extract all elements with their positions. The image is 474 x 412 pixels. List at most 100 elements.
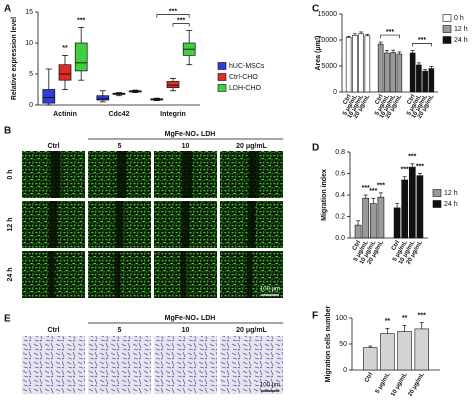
scratch-gap: [48, 251, 55, 298]
y-tick-label: 15000: [318, 11, 338, 18]
y-axis-title: Migration cells number: [325, 305, 332, 382]
y-tick-label: 100: [335, 315, 347, 322]
bar: [354, 224, 362, 239]
scale-bar-label: 100 μm: [260, 287, 280, 293]
bar: [409, 52, 416, 93]
significance-label: ***: [416, 163, 424, 170]
scratch-gap: [181, 201, 190, 248]
legend-label: 24 h: [444, 201, 458, 208]
micrograph: [88, 336, 151, 394]
y-tick-label: 0.6: [335, 170, 345, 177]
x-tick-label: 10 μg/mL: [390, 371, 409, 397]
legend-swatch: [217, 84, 227, 92]
bar: [384, 52, 390, 93]
significance-label: **: [402, 315, 408, 322]
significance-label: ***: [169, 8, 177, 15]
bar: [393, 207, 401, 239]
scratch-gap: [180, 251, 187, 298]
legend-swatch: [217, 62, 227, 70]
column-label: 10: [182, 143, 190, 150]
bar: [422, 70, 428, 93]
significance-label: ***: [177, 17, 185, 24]
significance-label: ***: [362, 185, 370, 192]
box: [42, 89, 56, 104]
x-tick-label: Ctrl: [406, 94, 417, 106]
bar: [363, 347, 378, 371]
significance-label: **: [385, 318, 391, 325]
significance-label: ***: [369, 188, 377, 195]
box: [74, 42, 88, 72]
scratch-gap: [246, 251, 253, 298]
x-tick-label: Actinin: [53, 111, 77, 118]
scratch-gap: [115, 201, 124, 248]
legend-swatch: [442, 14, 452, 22]
legend-label: 0 h: [454, 15, 464, 22]
column-label: 10: [182, 327, 190, 334]
bar: [416, 175, 424, 239]
bar: [401, 179, 409, 239]
column-label: 20 μg/mL: [236, 143, 267, 150]
x-tick-label: 5 μg/mL: [375, 372, 392, 395]
significance-label: ***: [377, 183, 385, 190]
bar: [377, 43, 384, 93]
y-tick-label: 15: [25, 9, 33, 16]
scratch-gap: [182, 151, 193, 198]
panel-letter: E: [4, 314, 11, 325]
scratch-gap: [114, 251, 121, 298]
y-tick-label: 0: [29, 102, 33, 109]
panel-letter: C: [312, 4, 319, 15]
panel-letter: D: [312, 143, 319, 154]
y-tick-label: 10000: [318, 37, 338, 44]
treatment-header: MgFe-NO₃ LDH: [165, 131, 216, 138]
legend-label: Ctrl-CHO: [229, 74, 258, 81]
legend-label: hUC-MSCs: [229, 63, 265, 70]
legend-label: LDH-CHO: [229, 85, 261, 92]
legend-label: 24 h: [454, 37, 468, 44]
y-axis-title: Relative expression level: [11, 17, 18, 100]
y-tick-label: 0.2: [335, 213, 345, 220]
significance-label: **: [62, 45, 68, 52]
panel-letter: F: [312, 311, 318, 322]
significance-label: ***: [418, 313, 426, 320]
legend-swatch: [442, 36, 452, 44]
legend-swatch: [432, 189, 442, 197]
y-tick-label: 50: [339, 341, 347, 348]
bar: [397, 331, 412, 371]
row-label: 24 h: [7, 267, 14, 281]
column-label: 20 μg/mL: [236, 327, 267, 334]
bar: [416, 64, 422, 93]
significance-bracket: [156, 14, 190, 18]
significance-label: ***: [77, 17, 85, 24]
micrograph: [220, 336, 283, 394]
row-label: 12 h: [7, 217, 14, 231]
y-axis-title: Migration index: [321, 169, 328, 221]
x-tick-label: Ctrl: [352, 240, 363, 252]
bar: [414, 328, 429, 371]
y-tick-label: 0.4: [335, 192, 345, 199]
panel-letter: A: [4, 4, 11, 15]
x-tick-label: Ctrl: [364, 372, 375, 384]
y-axis-title: Area (μm²): [315, 35, 322, 70]
row-label: 0 h: [7, 169, 14, 179]
legend-swatch: [442, 25, 452, 33]
micrograph: [22, 336, 85, 394]
bar: [345, 37, 352, 93]
y-tick-label: 5000: [321, 63, 337, 70]
significance-label: ***: [408, 154, 416, 161]
significance-bracket: [172, 23, 190, 27]
significance-bracket: [380, 34, 400, 39]
scratch-gap: [247, 201, 256, 248]
y-tick-label: 0.0: [335, 235, 345, 242]
treatment-header: MgFe-NO₃ LDH: [165, 315, 216, 322]
box: [58, 64, 72, 81]
x-tick-label: Ctrl: [374, 94, 385, 106]
legend-label: 12 h: [454, 26, 468, 33]
bar: [377, 196, 385, 239]
bar: [369, 203, 377, 239]
box: [96, 95, 110, 101]
bar: [396, 53, 403, 93]
scratch-gap: [248, 151, 259, 198]
significance-label: ***: [386, 29, 394, 36]
significance-bracket: [412, 43, 432, 47]
